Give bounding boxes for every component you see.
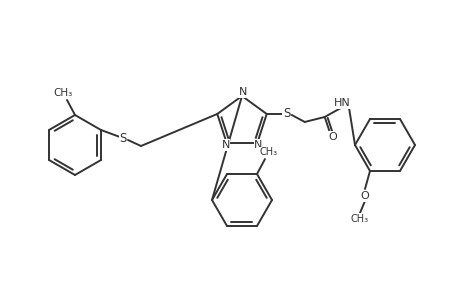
Text: CH₃: CH₃ [259,147,277,157]
Text: CH₃: CH₃ [350,214,368,224]
Text: N: N [253,140,262,150]
Text: N: N [238,87,246,97]
Text: S: S [282,107,290,121]
Text: N: N [221,140,230,150]
Text: S: S [119,131,126,145]
Text: HN: HN [334,98,350,108]
Text: O: O [360,191,369,201]
Text: O: O [328,132,336,142]
Text: CH₃: CH₃ [53,88,73,98]
